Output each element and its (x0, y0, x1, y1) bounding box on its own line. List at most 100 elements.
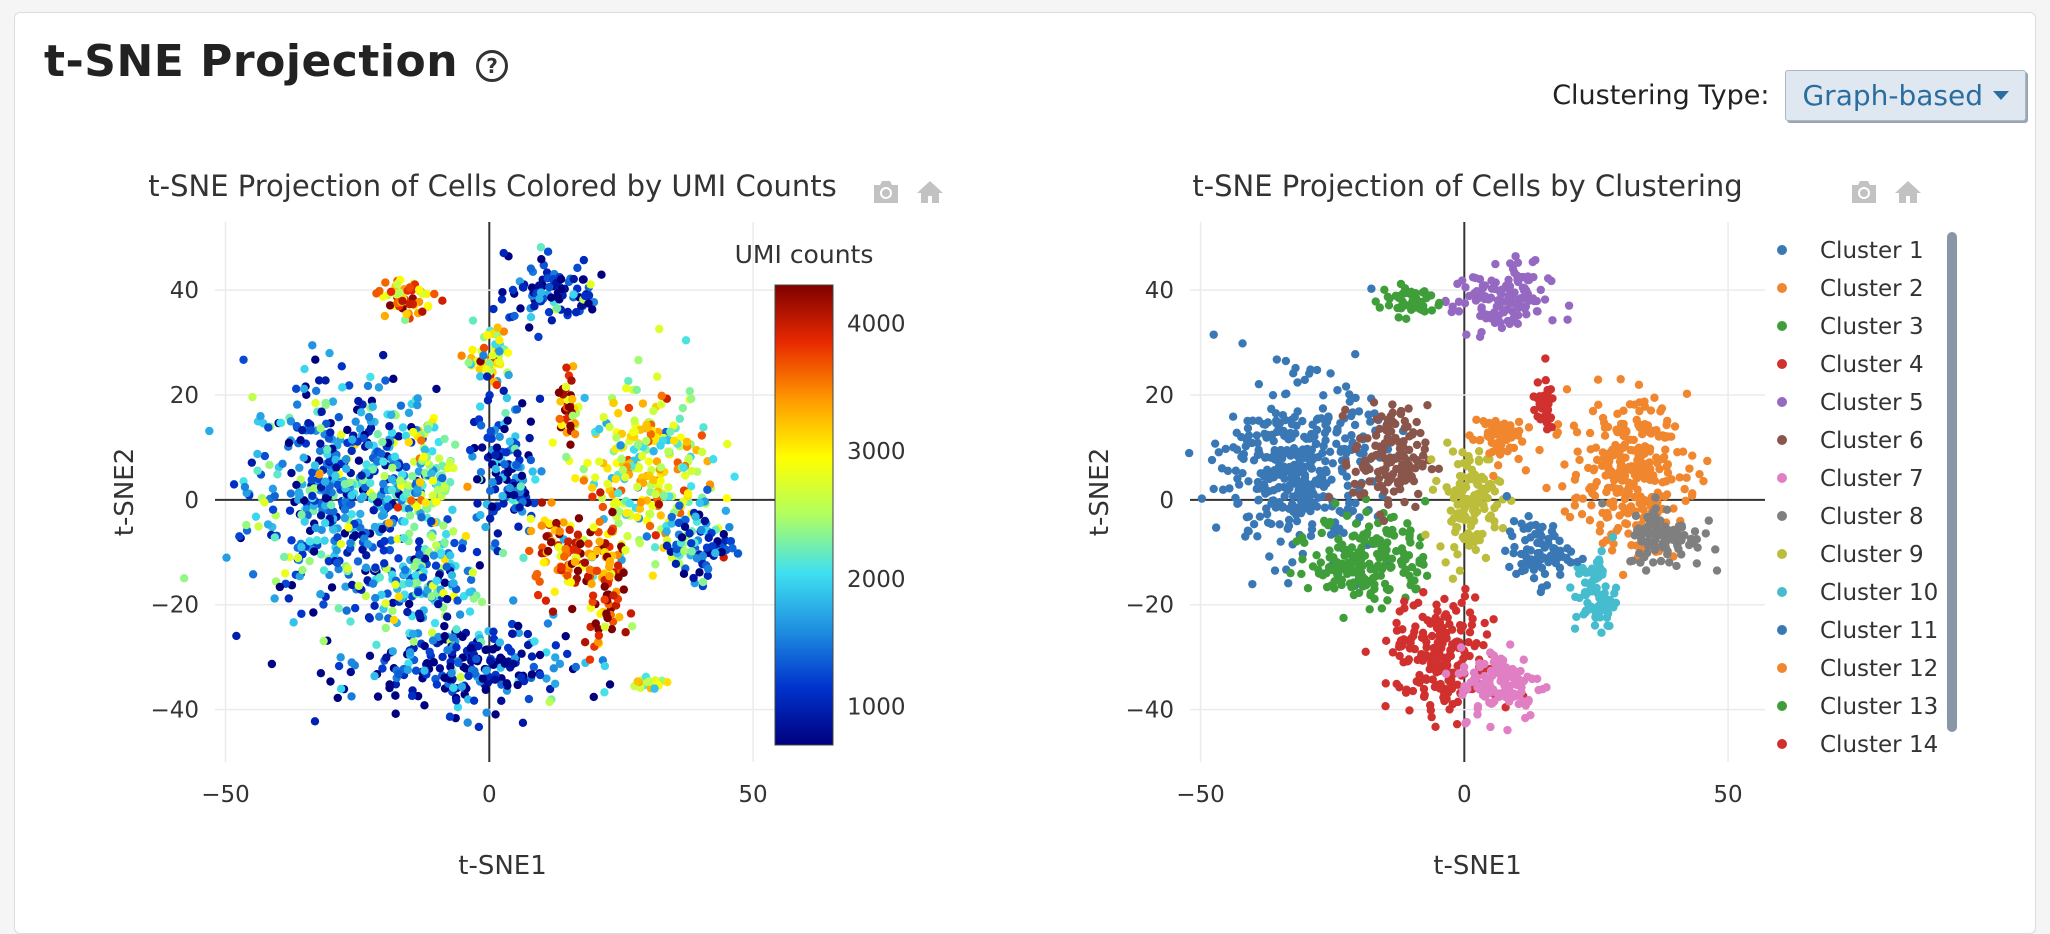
cluster-point (1601, 582, 1610, 591)
umi-point (593, 637, 603, 647)
cluster-point (1363, 434, 1372, 443)
cluster-point (1319, 441, 1328, 451)
umi-point (495, 432, 504, 441)
umi-point (547, 498, 556, 507)
legend-scrollbar[interactable] (1947, 232, 1957, 732)
camera-icon[interactable] (1848, 176, 1880, 208)
cluster-point (1560, 460, 1569, 469)
cluster-point (1491, 278, 1500, 287)
umi-point (682, 437, 692, 447)
umi-point (498, 491, 507, 501)
cluster-point (1391, 547, 1401, 556)
cluster-point (1670, 422, 1680, 431)
umi-point (514, 522, 523, 531)
umi-point (482, 708, 491, 717)
question-circle-icon[interactable]: ? (476, 49, 509, 82)
umi-point (649, 447, 658, 456)
cluster-point (1262, 465, 1272, 475)
cluster-point (1506, 640, 1515, 649)
cluster-point (1407, 634, 1416, 643)
cluster-point (1380, 487, 1389, 496)
cluster-point (1390, 454, 1400, 464)
cluster-point (1238, 339, 1247, 348)
umi-point (516, 482, 525, 491)
umi-point (374, 612, 384, 621)
umi-point (435, 454, 444, 463)
clustering-plot[interactable]: t-SNE Projection of Cells by Clustering−… (1015, 150, 2025, 890)
cluster-point (1635, 548, 1644, 558)
umi-counts-plot[interactable]: t-SNE Projection of Cells Colored by UMI… (40, 150, 1000, 890)
cluster-point (1384, 301, 1394, 310)
umi-point (509, 659, 518, 669)
cluster-point (1547, 422, 1556, 432)
home-icon[interactable] (914, 176, 946, 208)
umi-point (611, 497, 621, 507)
umi-point (726, 537, 736, 546)
cluster-point (1446, 506, 1456, 515)
cluster-point (1682, 389, 1692, 398)
home-icon[interactable] (1892, 176, 1924, 208)
umi-point (633, 482, 642, 492)
umi-point (526, 264, 536, 273)
umi-point (482, 372, 492, 381)
cluster-point (1473, 480, 1483, 489)
umi-point (289, 618, 298, 627)
umi-point (401, 431, 411, 440)
umi-point (432, 576, 441, 586)
umi-point (398, 296, 407, 306)
umi-point (413, 485, 422, 494)
cluster-point (1228, 412, 1238, 421)
umi-point (556, 397, 565, 406)
umi-point (508, 285, 518, 295)
cluster-point (1587, 501, 1596, 510)
umi-points (179, 243, 743, 732)
cluster-point (1324, 493, 1334, 502)
camera-icon[interactable] (870, 176, 902, 208)
clustering-type-dropdown[interactable]: Graph-based (1785, 70, 2026, 121)
umi-point (297, 542, 306, 552)
cluster-point (1241, 532, 1250, 541)
umi-point (595, 457, 604, 466)
umi-point (232, 631, 241, 641)
cluster-point (1544, 539, 1553, 548)
umi-point (332, 463, 341, 472)
cluster-point (1348, 488, 1358, 497)
umi-point (284, 438, 294, 448)
cluster-point (1348, 582, 1358, 591)
umi-point (492, 443, 502, 452)
cluster-point (1513, 275, 1522, 285)
cluster-point (1572, 428, 1582, 437)
cluster-point (1615, 511, 1624, 520)
cluster-point (1575, 455, 1584, 465)
umi-point (371, 563, 380, 572)
umi-point (336, 684, 346, 694)
cluster-point (1461, 481, 1470, 490)
cluster-point (1570, 624, 1580, 633)
umi-point (535, 650, 545, 660)
cluster-point (1392, 679, 1401, 689)
umi-point (235, 532, 244, 541)
umi-point (310, 461, 320, 470)
umi-point (611, 601, 621, 610)
cluster-point (1244, 477, 1253, 486)
cluster-point (1328, 565, 1337, 575)
umi-point (566, 578, 576, 587)
cluster-point (1292, 537, 1301, 546)
umi-point (347, 510, 356, 519)
umi-point (664, 447, 673, 456)
umi-point (697, 431, 707, 440)
umi-point (316, 439, 325, 448)
umi-point (336, 539, 346, 549)
umi-point (523, 640, 533, 650)
umi-point (708, 455, 718, 464)
umi-point (502, 679, 512, 688)
umi-point (405, 299, 414, 309)
cluster-point (1284, 515, 1294, 525)
cluster-point (1411, 303, 1420, 312)
umi-point (404, 659, 413, 668)
umi-point (662, 541, 672, 550)
umi-point (343, 425, 352, 435)
cluster-point (1563, 315, 1572, 324)
umi-point (611, 474, 620, 484)
cluster-point (1263, 518, 1273, 527)
